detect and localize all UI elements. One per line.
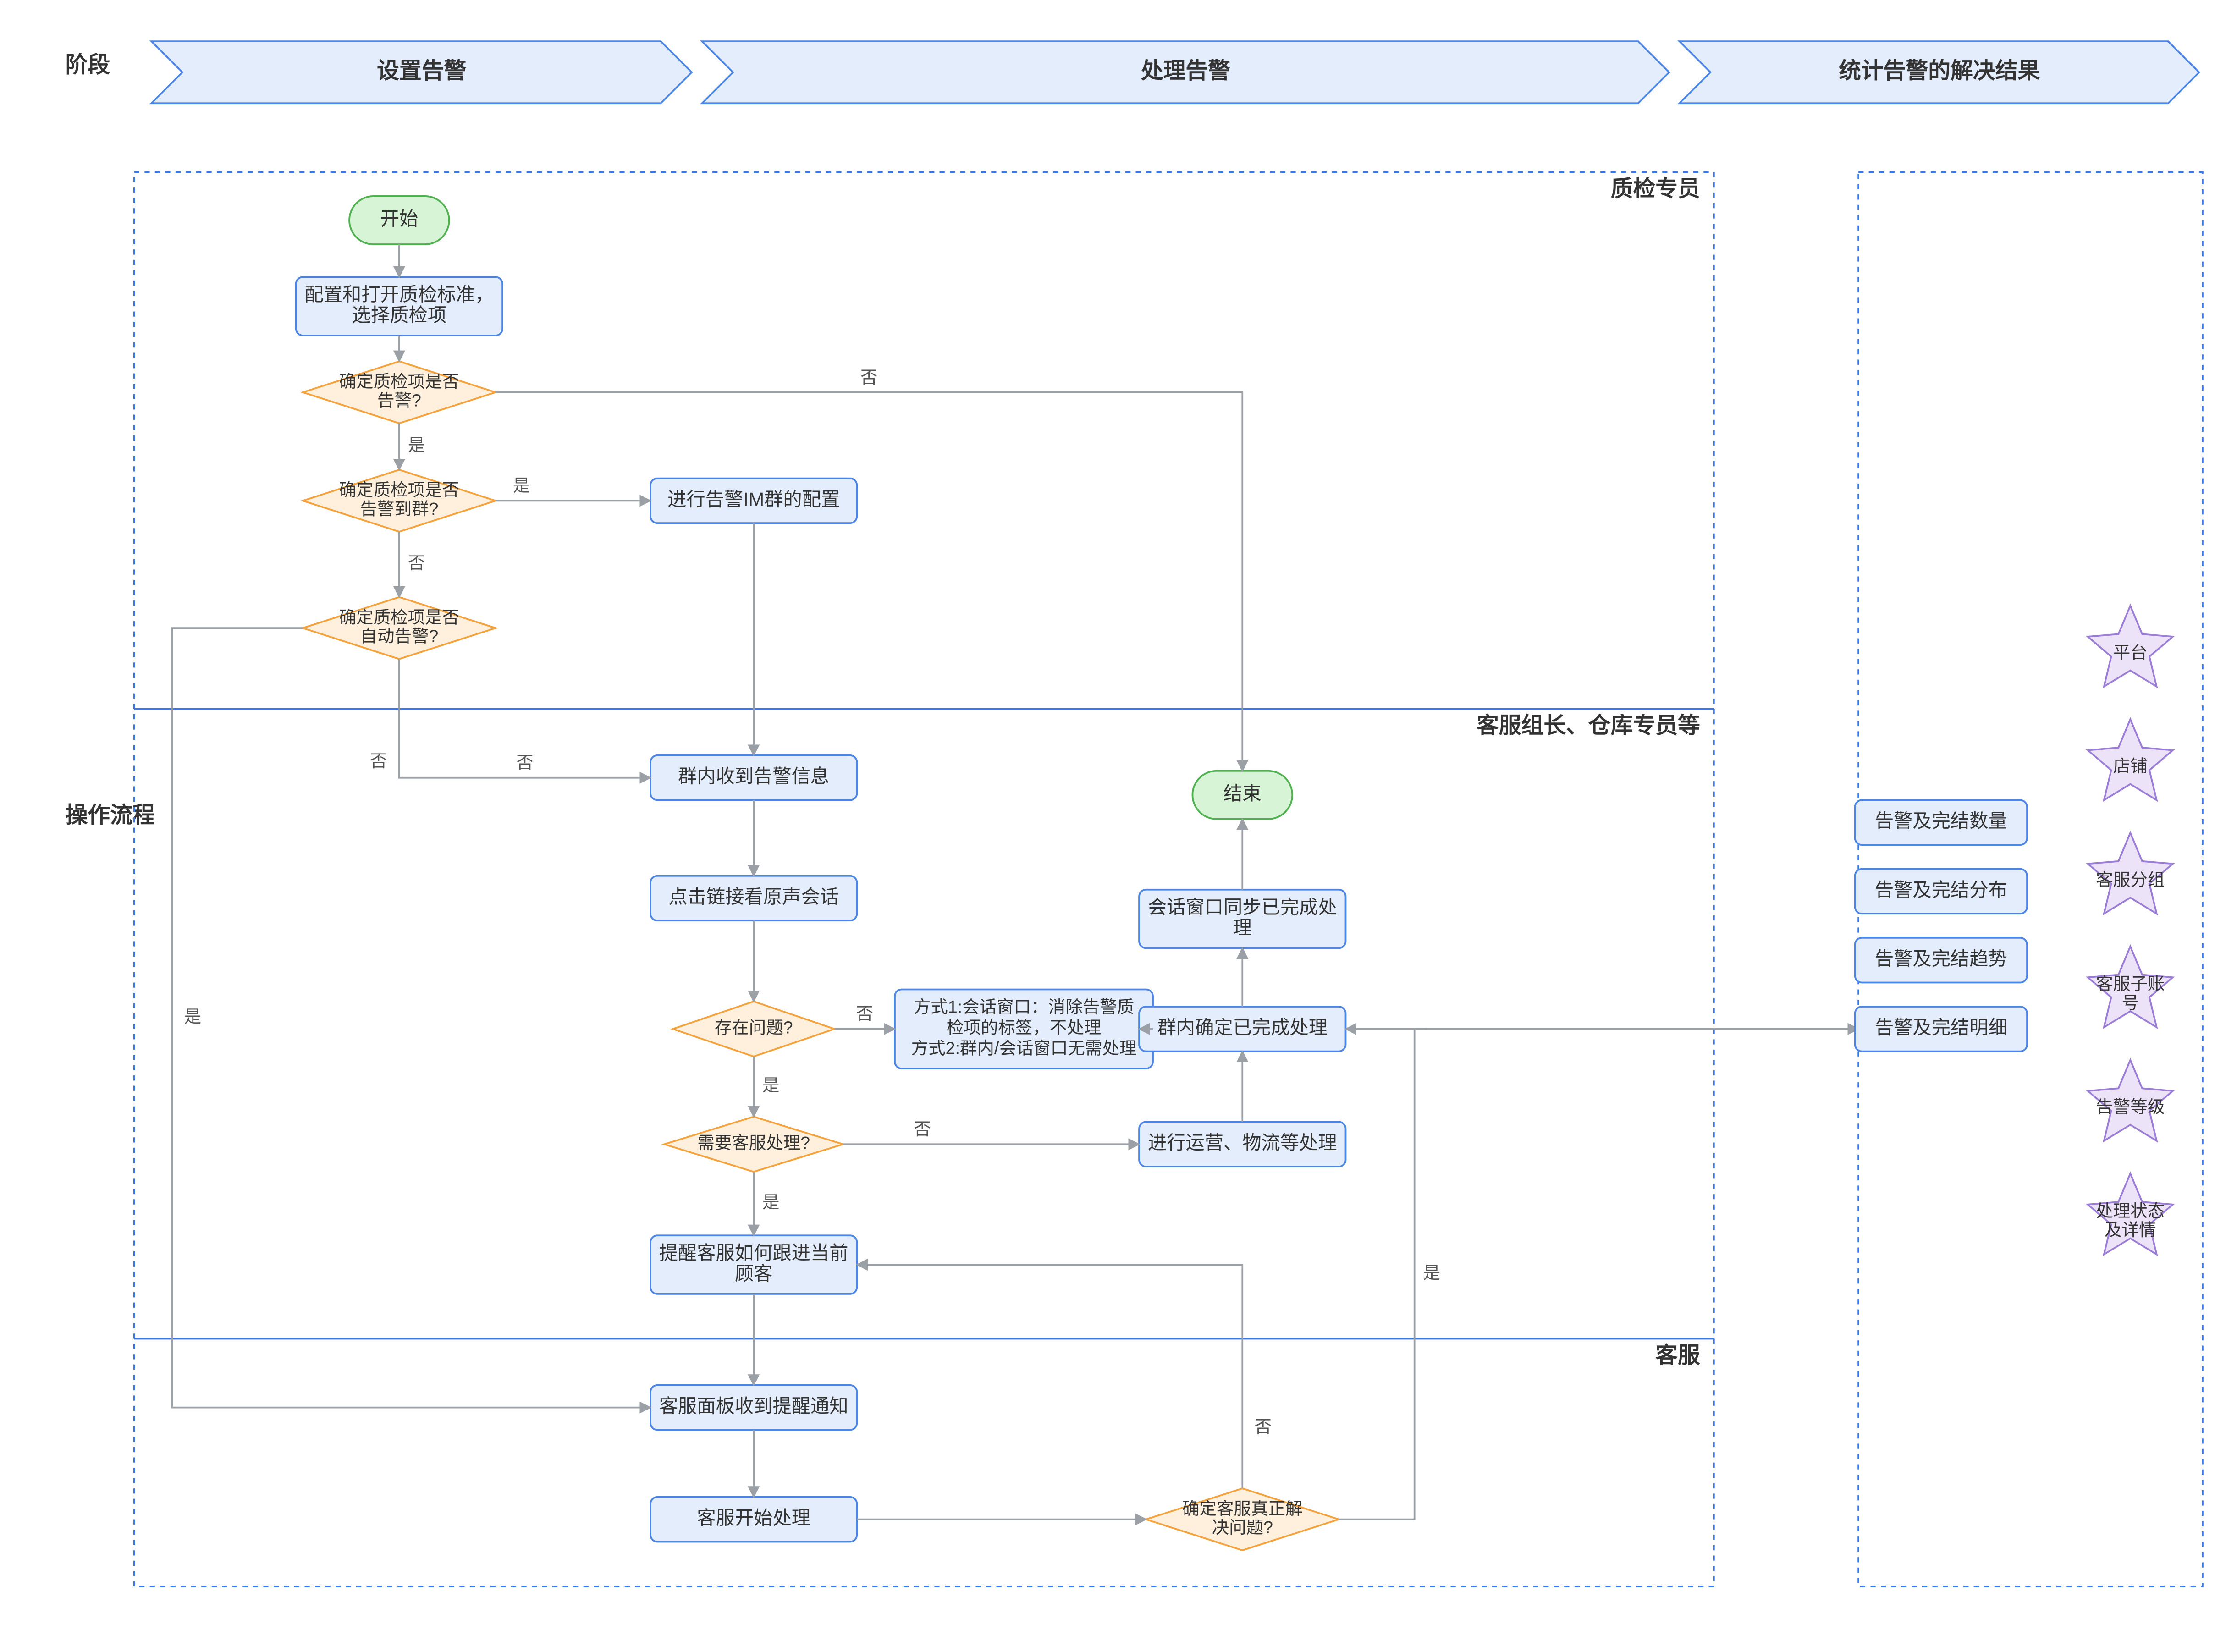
star-text-st3: 客服分组	[2096, 870, 2165, 889]
node-text-n_way: 检项的标签，不处理	[947, 1018, 1102, 1037]
node-text-d_solved: 确定客服真正解	[1182, 1499, 1303, 1518]
phase-label-p2: 处理告警	[1141, 59, 1230, 83]
node-text-n_handle: 客服开始处理	[697, 1508, 810, 1529]
edge-label: 是	[184, 1007, 202, 1026]
star-text-st1: 平台	[2113, 643, 2148, 662]
edge-label: 是	[408, 435, 425, 455]
node-text-d_togroup: 告警到群?	[360, 499, 438, 518]
edge-dalarm-no-end	[496, 392, 1242, 771]
lane-title-2: 客服组长、仓库专员等	[1477, 713, 1700, 738]
star-text-st6: 及详情	[2105, 1220, 2156, 1239]
node-text-n_cfg: 配置和打开质检标准，	[304, 284, 494, 305]
node-text-n_cfg: 选择质检项	[352, 305, 446, 326]
phase-label-p3: 统计告警的解决结果	[1839, 59, 2040, 83]
edge-label: 否	[370, 751, 387, 771]
node-text-end: 结束	[1223, 783, 1262, 804]
edge-label: 否	[1255, 1417, 1272, 1437]
edge-label: 否	[914, 1119, 931, 1139]
node-text-n_ops: 进行运营、物流等处理	[1148, 1132, 1337, 1153]
node-text-n_link: 点击链接看原声会话	[668, 886, 839, 907]
row-label-flow: 操作流程	[66, 803, 155, 827]
node-text-d_auto: 确定质检项是否	[339, 607, 460, 627]
node-text-d_alarm: 告警?	[377, 391, 421, 410]
stat-text-s4: 告警及完结明细	[1875, 1017, 2007, 1038]
edge-label: 是	[513, 476, 530, 495]
row-label-phase: 阶段	[66, 53, 110, 77]
node-text-d_togroup: 确定质检项是否	[339, 480, 460, 500]
stat-text-s2: 告警及完结分布	[1875, 879, 2007, 900]
node-text-n_way: 方式1:会话窗口：消除告警质	[914, 997, 1134, 1017]
star-text-st6: 处理状态	[2096, 1201, 2165, 1220]
node-text-n_sync: 理	[1233, 917, 1252, 938]
node-text-n_done: 群内确定已完成处理	[1157, 1017, 1328, 1038]
edge-label: 是	[1423, 1263, 1440, 1283]
node-text-d_solved: 决问题?	[1212, 1518, 1273, 1537]
edge-label: 是	[762, 1075, 780, 1095]
node-text-d_needcs: 需要客服处理?	[697, 1133, 810, 1152]
node-text-n_way: 方式2:群内/会话窗口无需处理	[911, 1039, 1137, 1058]
node-text-n_recv: 群内收到告警信息	[678, 766, 829, 787]
star-text-st4: 客服子账	[2096, 974, 2165, 993]
node-text-n_remind: 提醒客服如何跟进当前	[659, 1242, 849, 1263]
flowchart-diagram: 阶段设置告警处理告警统计告警的解决结果操作流程质检专员客服组长、仓库专员等客服开…	[0, 0, 2237, 1652]
node-text-n_imcfg: 进行告警IM群的配置	[667, 489, 840, 510]
phase-label-p1: 设置告警	[377, 59, 466, 83]
edge-label: 否	[856, 1004, 874, 1024]
stat-text-s3: 告警及完结趋势	[1875, 948, 2007, 969]
edge-label: 是	[762, 1193, 780, 1212]
edge-auto-yes-panel	[172, 628, 650, 1407]
node-text-d_auto: 自动告警?	[360, 627, 438, 646]
edge-label: 否	[408, 553, 425, 573]
edge-solved-no	[857, 1265, 1242, 1488]
edge-label: 否	[860, 368, 878, 387]
lane-title-1: 质检专员	[1611, 176, 1700, 201]
node-text-d_problem: 存在问题?	[715, 1018, 793, 1037]
lane-title-3: 客服	[1655, 1343, 1700, 1368]
star-text-st2: 店铺	[2113, 756, 2148, 776]
node-text-d_alarm: 确定质检项是否	[339, 372, 460, 391]
node-text-n_sync: 会话窗口同步已完成处	[1148, 897, 1337, 918]
edge-label: 否	[516, 753, 534, 772]
star-text-st4: 号	[2121, 993, 2139, 1012]
node-text-start: 开始	[380, 208, 419, 229]
edge-solved-yes	[1339, 1029, 1414, 1520]
star-text-st5: 告警等级	[2096, 1097, 2165, 1116]
node-text-n_panel: 客服面板收到提醒通知	[659, 1396, 849, 1417]
stat-text-s1: 告警及完结数量	[1875, 810, 2007, 832]
node-text-n_remind: 顾客	[735, 1263, 773, 1284]
